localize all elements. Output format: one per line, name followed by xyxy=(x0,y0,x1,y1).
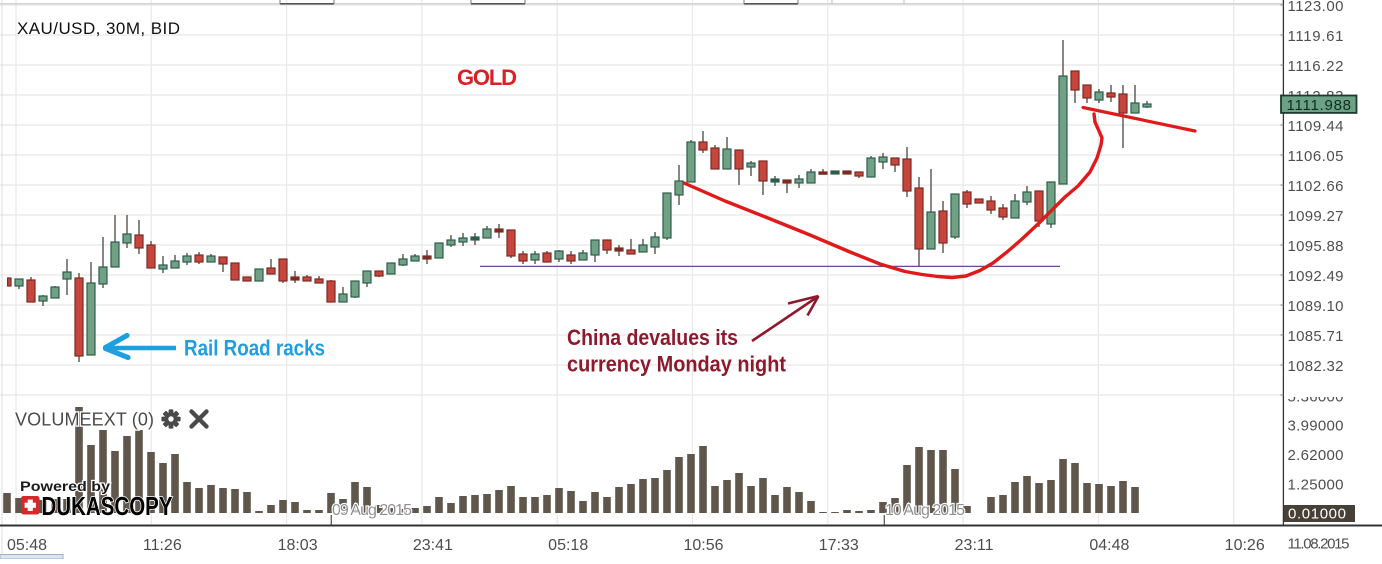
svg-text:1095.88: 1095.88 xyxy=(1288,238,1344,255)
svg-text:1102.66: 1102.66 xyxy=(1288,178,1344,195)
svg-text:11.08.2015: 11.08.2015 xyxy=(1288,536,1350,553)
svg-text:Rail Road racks: Rail Road racks xyxy=(184,336,325,361)
svg-text:VOLUMEEXT (0): VOLUMEEXT (0) xyxy=(15,410,154,430)
svg-text:1106.05: 1106.05 xyxy=(1288,148,1344,165)
svg-text:1116.22: 1116.22 xyxy=(1288,58,1344,75)
svg-text:2.62000: 2.62000 xyxy=(1288,447,1344,464)
svg-text:GOLD: GOLD xyxy=(457,65,517,90)
svg-text:0.01000: 0.01000 xyxy=(1288,506,1346,523)
svg-text:10:26: 10:26 xyxy=(1225,537,1265,554)
svg-text:1089.10: 1089.10 xyxy=(1288,298,1344,315)
svg-text:10 Aug 2015: 10 Aug 2015 xyxy=(885,502,965,519)
svg-text:1119.61: 1119.61 xyxy=(1288,28,1344,45)
svg-text:1092.49: 1092.49 xyxy=(1288,268,1344,285)
svg-text:1123.00: 1123.00 xyxy=(1288,0,1344,15)
svg-text:Powered by: Powered by xyxy=(20,479,111,494)
svg-text:05:18: 05:18 xyxy=(548,537,588,554)
svg-text:1.25000: 1.25000 xyxy=(1288,477,1344,494)
svg-text:23:11: 23:11 xyxy=(955,537,994,554)
svg-text:China devalues its: China devalues its xyxy=(567,325,738,350)
svg-text:11:26: 11:26 xyxy=(143,537,182,554)
svg-text:1111.988: 1111.988 xyxy=(1287,97,1352,114)
svg-text:XAU/USD, 30M, BID: XAU/USD, 30M, BID xyxy=(17,19,180,38)
svg-text:1099.27: 1099.27 xyxy=(1288,208,1344,225)
svg-text:1082.32: 1082.32 xyxy=(1288,358,1344,375)
svg-text:currency Monday night: currency Monday night xyxy=(567,352,787,377)
svg-text:04:48: 04:48 xyxy=(1089,537,1129,554)
svg-text:DUKASCOPY: DUKASCOPY xyxy=(42,493,173,521)
svg-text:10:56: 10:56 xyxy=(683,537,723,554)
svg-text:1109.44: 1109.44 xyxy=(1288,118,1344,135)
svg-text:3.99000: 3.99000 xyxy=(1288,418,1344,435)
svg-text:05:48: 05:48 xyxy=(7,537,47,554)
svg-text:1085.71: 1085.71 xyxy=(1288,328,1344,345)
svg-text:23:41: 23:41 xyxy=(413,537,453,554)
svg-text:09 Aug 2015: 09 Aug 2015 xyxy=(332,502,412,519)
svg-text:17:33: 17:33 xyxy=(819,537,859,554)
svg-text:18:03: 18:03 xyxy=(278,537,318,554)
